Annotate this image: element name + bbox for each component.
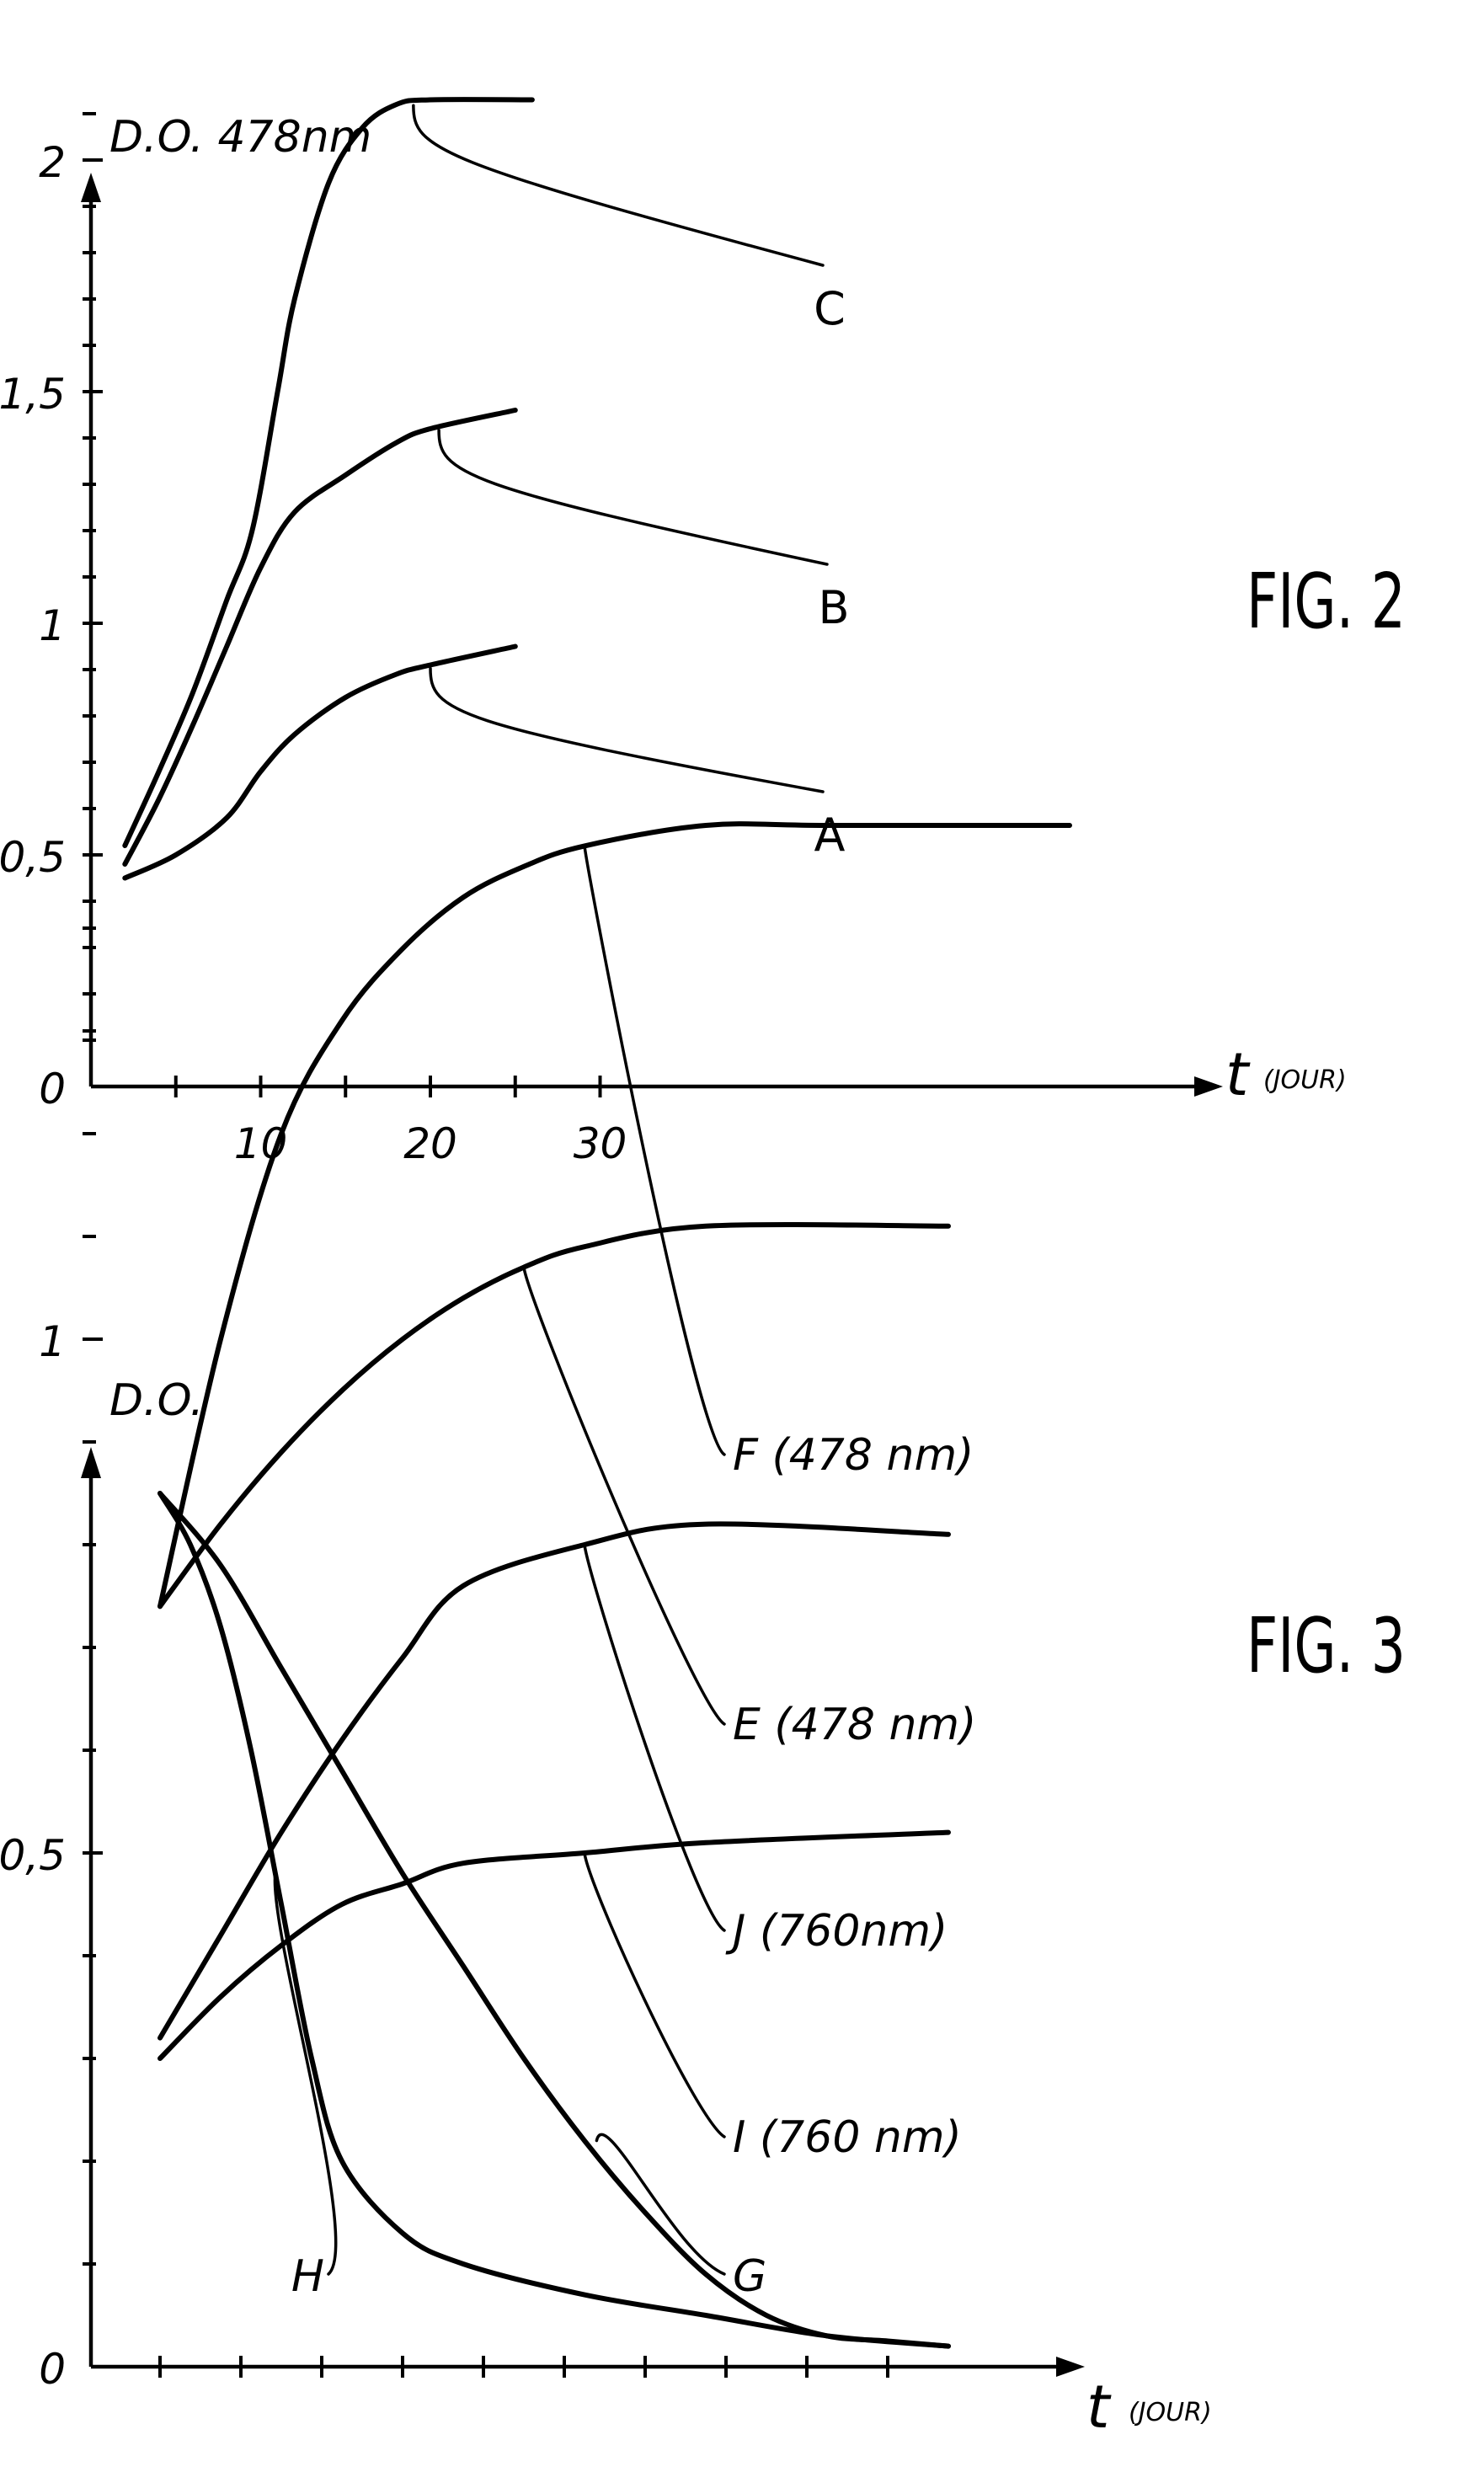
fig3-x-axis-arrow: [1056, 2357, 1085, 2377]
fig3-series-g-label: G: [733, 2251, 766, 2302]
fig2-y-tick-label: 0,5: [0, 833, 66, 882]
fig2-x-axis-arrow: [1194, 1076, 1223, 1097]
fig3-series-h-label: H: [291, 2251, 324, 2302]
fig2-y-axis-arrow: [81, 173, 101, 202]
fig2-series-b-label: B: [818, 581, 849, 634]
fig3-series-j-line: [160, 1524, 948, 2037]
fig2-series-b-line: [125, 410, 515, 864]
fig3-series-i-label: I (760 nm): [733, 2112, 962, 2163]
fig3-series-f-label: F (478 nm): [733, 1430, 974, 1481]
fig2-y-tick-label: 0: [39, 1065, 66, 1113]
fig2-y-tick-label: 2: [39, 138, 66, 187]
fig3-series-e-line: [160, 1225, 948, 1606]
fig2-series-a-leader: [430, 669, 823, 793]
fig2-x-axis-label: t: [1225, 1040, 1251, 1109]
fig-3-chart: D.O. FIG. 3 t (JOUR) 0 0,5 1 F (478 nm) E (4…: [0, 824, 1406, 2442]
fig3-y-tick-label: 0: [39, 2345, 66, 2394]
fig3-y-tick-label: 0,5: [0, 1831, 66, 1880]
fig3-series-e-leader: [524, 1268, 724, 1724]
fig3-series-j-leader: [585, 1545, 724, 1930]
fig2-series-b-leader: [439, 430, 827, 564]
fig3-figure-label: FIG. 3: [1246, 1602, 1406, 1690]
fig2-y-tick-label: 1,5: [0, 370, 66, 419]
fig2-series-a-label: A: [814, 809, 846, 862]
fig2-y-tick-label: 1: [39, 601, 66, 650]
fig3-series-j-label: J (760nm): [725, 1906, 948, 1957]
fig2-series-c-leader: [414, 105, 823, 265]
fig3-series-e-label: E (478 nm): [733, 1700, 976, 1750]
fig3-x-axis-unit: (JOUR): [1129, 2398, 1212, 2427]
fig2-x-tick-label: 20: [403, 1119, 457, 1168]
fig3-series-h-leader: [275, 1873, 335, 2274]
fig3-series-g-leader: [596, 2134, 724, 2274]
fig3-x-axis-label: t: [1086, 2373, 1112, 2442]
fig3-y-axis-arrow: [81, 1447, 101, 1478]
fig3-series-f-line: [160, 824, 1070, 1606]
fig2-series-c-label: C: [814, 282, 846, 335]
fig-2-chart: D.O. 478nm FIG. 2 t (JOUR) 00,511,521020…: [0, 99, 1406, 1168]
fig2-x-tick-label: 30: [574, 1119, 627, 1168]
fig2-figure-label: FIG. 2: [1246, 558, 1406, 645]
fig2-y-axis-label: D.O. 478nm: [109, 112, 371, 163]
fig3-y-tick-label: 1: [39, 1317, 66, 1366]
fig2-x-axis-unit: (JOUR): [1263, 1065, 1347, 1095]
fig2-series-a-line: [125, 647, 515, 878]
fig3-y-axis-label: D.O.: [109, 1375, 204, 1426]
